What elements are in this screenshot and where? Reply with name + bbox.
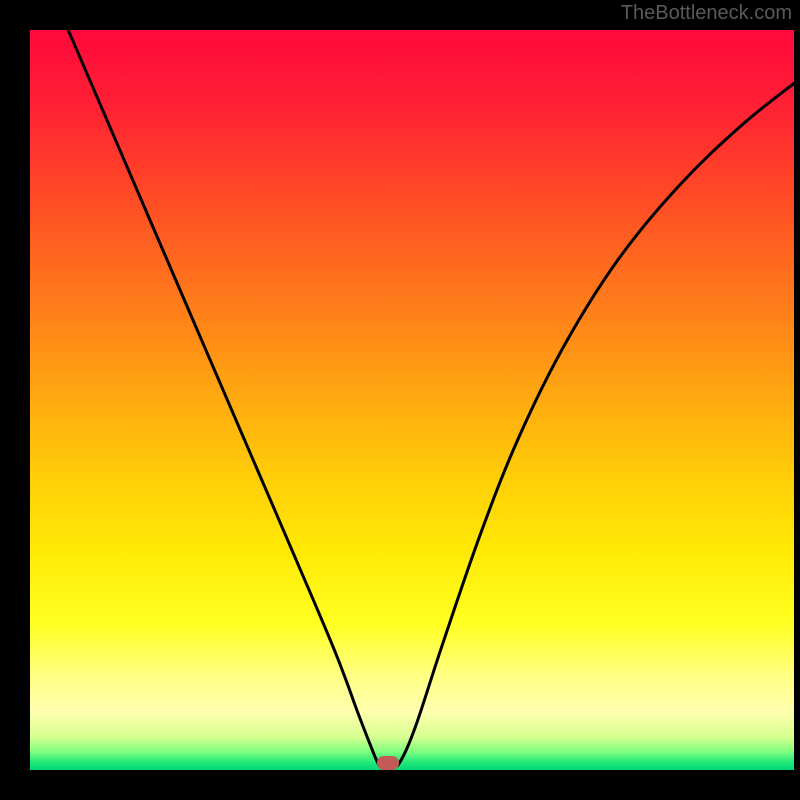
watermark-text: TheBottleneck.com bbox=[621, 2, 792, 25]
bottleneck-curve bbox=[30, 30, 794, 770]
optimum-marker bbox=[377, 756, 399, 770]
plot-area bbox=[30, 30, 794, 770]
